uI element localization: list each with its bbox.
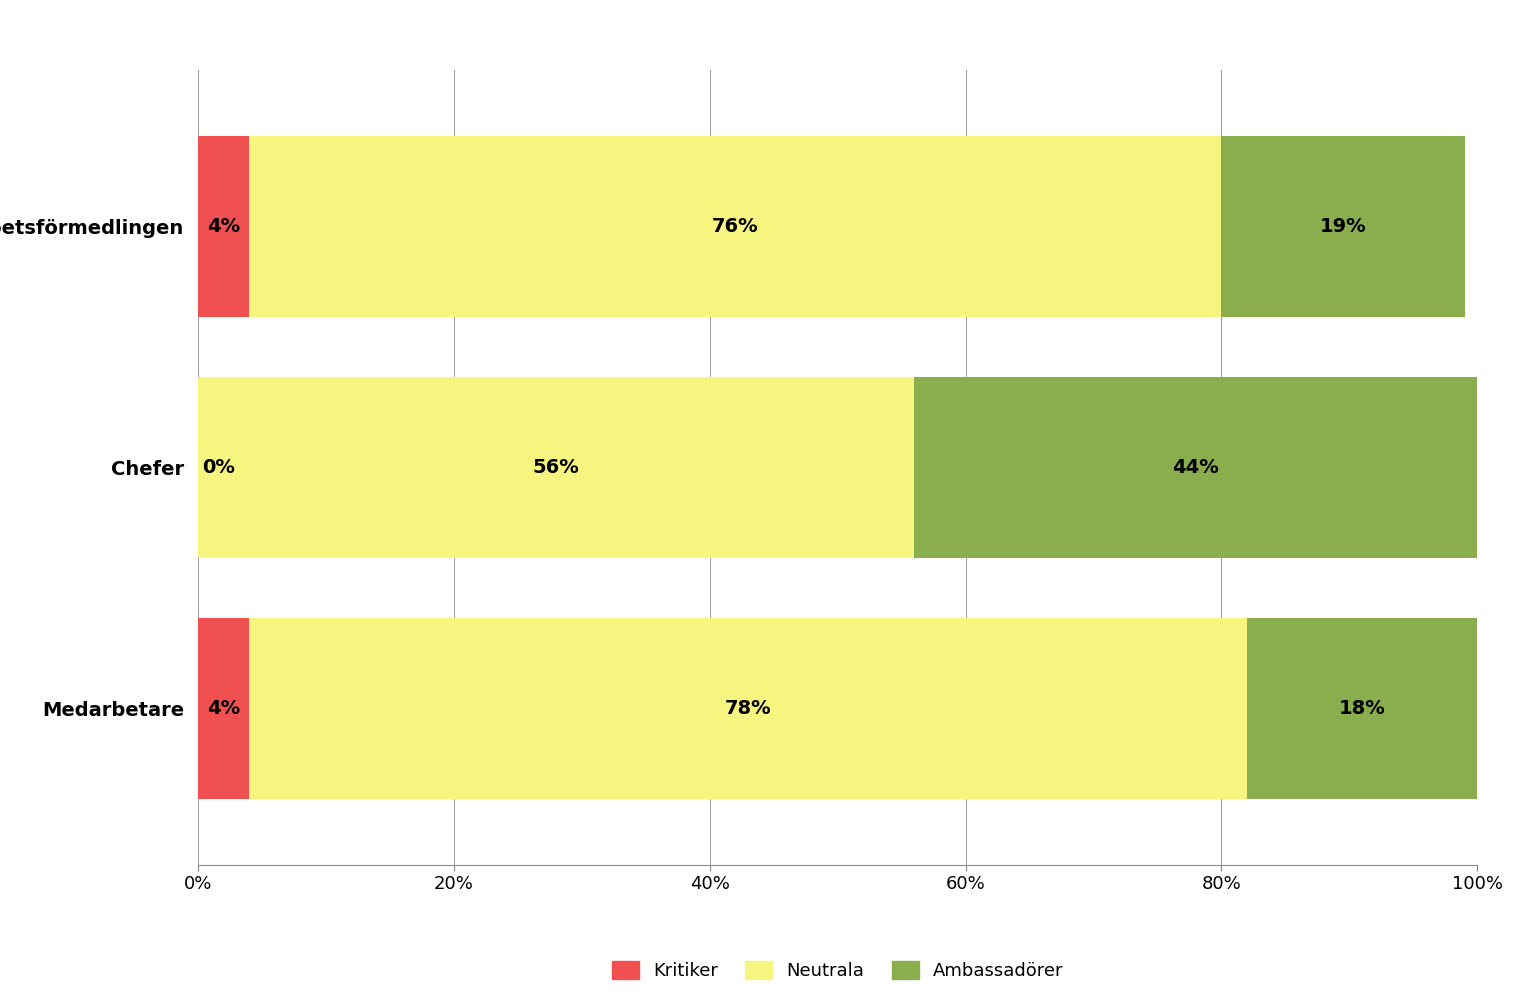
Bar: [914, 377, 1477, 558]
Text: 78%: 78%: [725, 699, 772, 718]
Bar: [198, 377, 914, 558]
Text: 18%: 18%: [1339, 699, 1386, 718]
Bar: [1221, 136, 1465, 316]
Bar: [198, 136, 250, 316]
Text: 76%: 76%: [711, 217, 758, 236]
Text: 56%: 56%: [533, 457, 580, 477]
Text: 4%: 4%: [207, 217, 241, 236]
Text: 44%: 44%: [1173, 457, 1220, 477]
Bar: [198, 618, 250, 798]
Text: 19%: 19%: [1319, 217, 1366, 236]
Text: 4%: 4%: [207, 699, 241, 718]
Text: 0%: 0%: [203, 457, 235, 477]
Bar: [1247, 618, 1477, 798]
Bar: [250, 136, 1221, 316]
Legend: Kritiker, Neutrala, Ambassadörer: Kritiker, Neutrala, Ambassadörer: [605, 953, 1071, 987]
Bar: [250, 618, 1247, 798]
